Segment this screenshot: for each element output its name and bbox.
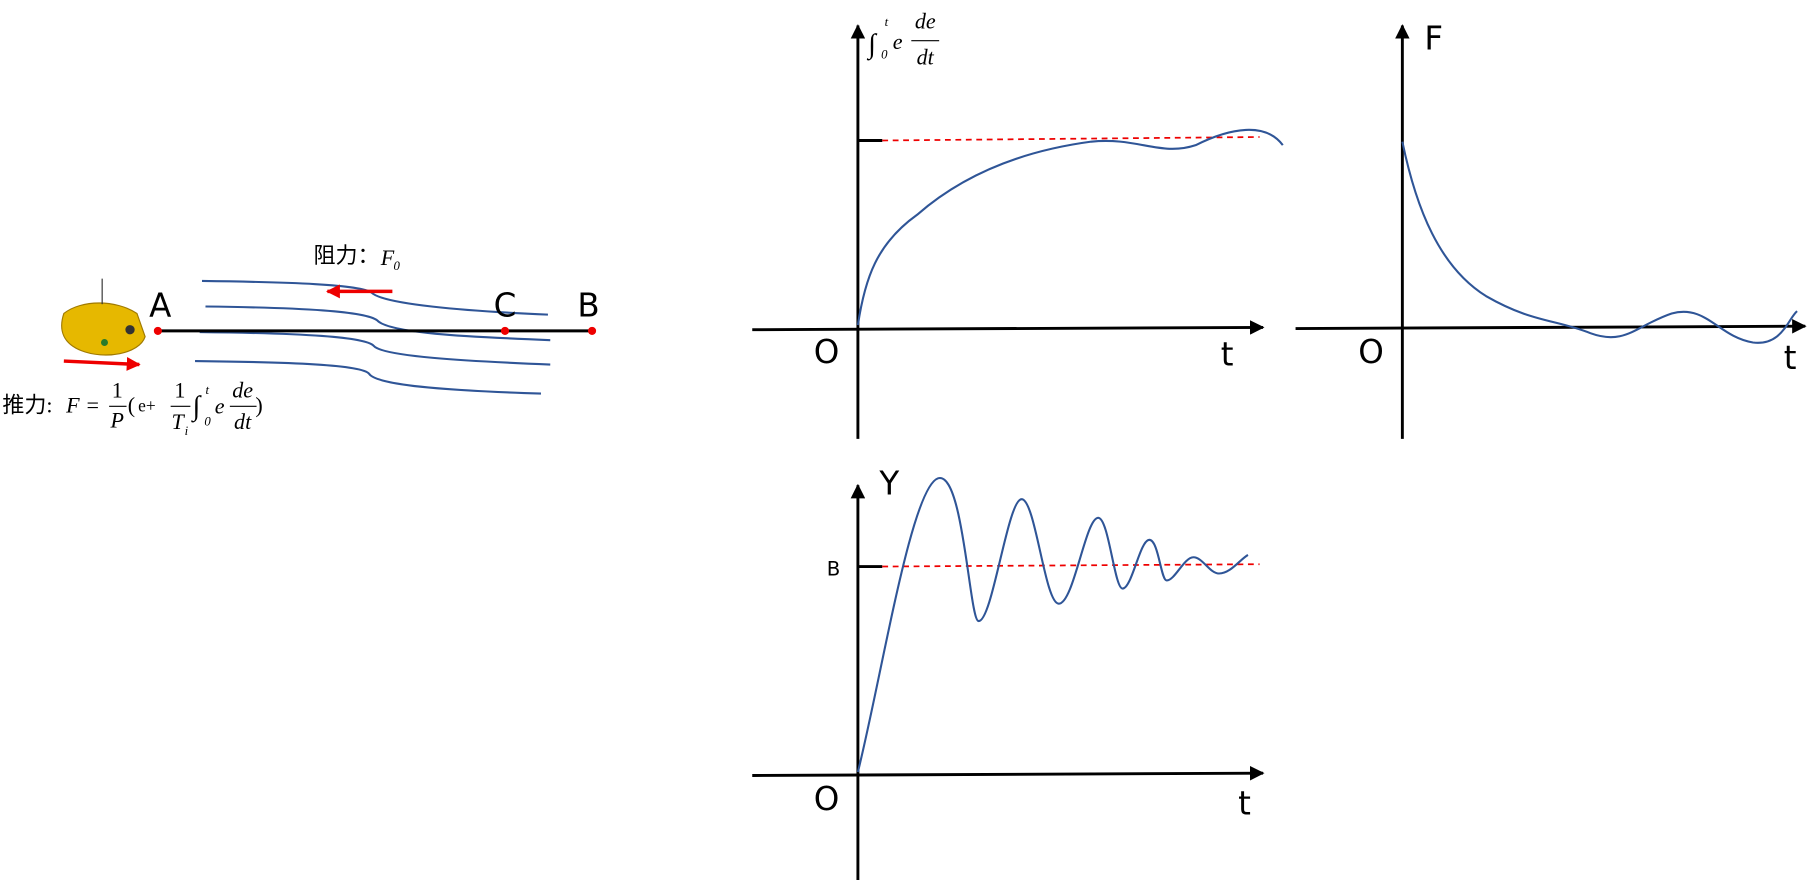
reference-line	[882, 563, 1260, 568]
reference-label: B	[827, 558, 841, 581]
y-axis-label: e	[893, 29, 903, 54]
y-axis-label: t	[885, 15, 889, 29]
formula: (	[128, 393, 135, 418]
point	[153, 326, 162, 335]
resistance-label: 阻力：	[313, 243, 379, 268]
y-axis-label: 0	[881, 48, 888, 62]
point-label: C	[494, 287, 517, 325]
point	[587, 326, 597, 335]
formula: F =	[65, 393, 100, 418]
origin-label: O	[814, 780, 840, 818]
formula: ∫	[191, 391, 203, 423]
thrust-arrow	[63, 357, 141, 371]
curve	[856, 477, 1249, 773]
x-axis	[752, 765, 1265, 781]
formula: e	[215, 394, 225, 419]
y-axis-label: ∫	[866, 29, 878, 61]
x-axis	[1295, 319, 1807, 334]
streamline	[205, 305, 551, 342]
graph: Y B O t	[752, 464, 1265, 880]
formula: 1	[174, 377, 185, 402]
boat-detail	[125, 325, 135, 335]
formula: e+	[138, 395, 156, 415]
origin-label: O	[814, 333, 840, 371]
reference-line	[882, 136, 1260, 142]
graph: F O t	[1295, 20, 1807, 439]
formula: P	[110, 408, 124, 433]
formula: t	[205, 383, 209, 397]
formula: 0	[204, 415, 211, 429]
point-label: A	[149, 287, 171, 325]
streamline	[195, 360, 542, 395]
formula: dt	[234, 409, 252, 434]
thrust-label: 推力:	[2, 393, 52, 418]
formula: )	[255, 393, 262, 418]
boat	[61, 302, 146, 356]
resistance-symbol: F	[380, 245, 395, 270]
point-label: B	[577, 287, 599, 325]
graph: O t ∫ t 0 e de dt	[752, 8, 1284, 439]
curve	[856, 128, 1284, 326]
point	[500, 326, 510, 335]
x-axis-label: t	[1238, 785, 1251, 823]
y-axis-label: de	[915, 8, 936, 33]
curve	[1401, 141, 1798, 344]
x-axis-label: t	[1221, 335, 1234, 373]
resistance-subscript: 0	[394, 259, 401, 273]
scene: A C B 阻力： F 0 推力: F = 1 P ( e+ 1 T i ∫ t…	[2, 243, 599, 438]
x-axis-label: t	[1784, 339, 1797, 377]
y-axis-label: dt	[917, 44, 935, 69]
formula: i	[185, 424, 189, 438]
formula: 1	[112, 377, 123, 402]
y-axis-label: F	[1424, 20, 1443, 58]
streamline	[199, 330, 551, 366]
formula: de	[232, 377, 253, 402]
y-axis-label: Y	[878, 464, 899, 502]
formula: T	[171, 409, 185, 434]
boat-detail	[100, 339, 108, 346]
x-axis	[752, 320, 1265, 335]
origin-label: O	[1358, 333, 1384, 371]
